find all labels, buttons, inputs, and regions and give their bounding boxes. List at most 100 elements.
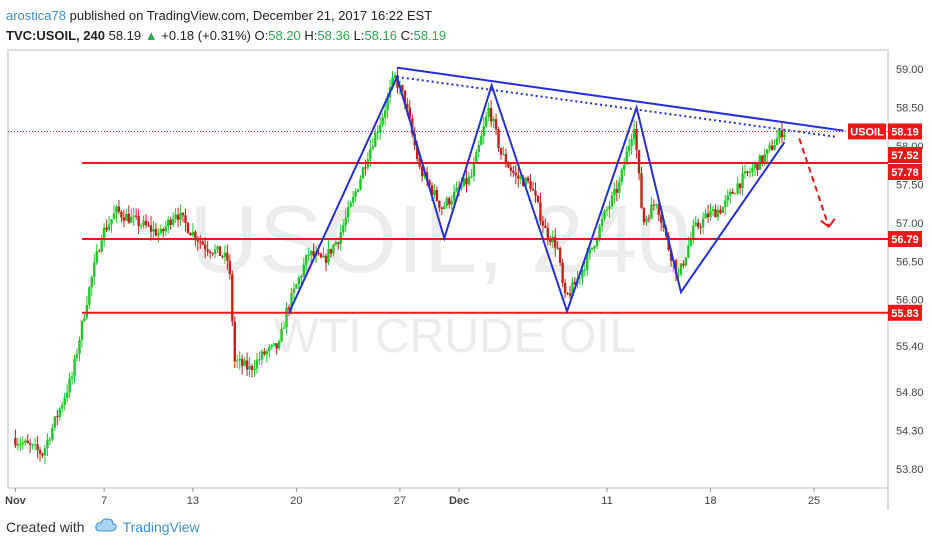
author-link[interactable]: arostica78 <box>6 8 66 23</box>
candle-body <box>107 224 111 230</box>
candle-body <box>773 145 776 150</box>
candle-body <box>529 181 532 189</box>
candle-body <box>455 187 458 192</box>
candle-body <box>240 359 244 366</box>
candle-body <box>770 145 774 150</box>
candle-body <box>327 249 330 263</box>
candle-body <box>334 242 338 246</box>
candle-body <box>709 211 712 218</box>
candle-body <box>467 176 471 185</box>
candle-body <box>95 251 98 263</box>
x-tick-label: 20 <box>290 495 302 507</box>
candle-body <box>729 191 732 196</box>
candle-body <box>110 219 113 225</box>
candle-body <box>332 245 335 254</box>
candle-body <box>539 201 542 221</box>
candle-body <box>374 132 377 147</box>
candle-body <box>56 416 59 418</box>
candle-body <box>677 274 680 276</box>
candle-body <box>433 190 436 196</box>
candle-body <box>174 214 177 219</box>
candle-body <box>780 130 784 138</box>
symbol-name: TVC:USOIL, 240 <box>6 28 105 43</box>
candle-body <box>470 176 473 178</box>
low-value: 58.16 <box>364 28 397 43</box>
candle-body <box>371 146 375 149</box>
candle-body <box>268 347 271 352</box>
high-label: H: <box>304 28 318 43</box>
candle-body <box>541 220 545 226</box>
y-tick-label: 56.00 <box>896 295 924 307</box>
candle-body <box>534 190 537 196</box>
symbol-price-tag <box>848 123 886 140</box>
candle-body <box>531 188 535 191</box>
candle-body <box>169 219 172 225</box>
candle-body <box>465 178 468 185</box>
candle-body <box>492 119 495 122</box>
candle-body <box>159 228 163 234</box>
y-tick-label: 58.50 <box>896 103 924 115</box>
y-tick-label: 57.00 <box>896 218 924 230</box>
candle-body <box>361 167 365 179</box>
chart-header: arostica78 published on TradingView.com,… <box>6 6 446 46</box>
price-label-tag <box>888 123 922 140</box>
candle-body <box>337 242 340 244</box>
published-text: published on TradingView.com, December 2… <box>69 8 433 23</box>
candle-body <box>603 210 606 219</box>
candle-body <box>115 206 118 214</box>
candle-body <box>307 254 310 256</box>
candle-body <box>477 145 481 153</box>
candle-body <box>610 195 614 207</box>
candle-body <box>21 442 24 444</box>
candle-body <box>645 218 648 223</box>
candle-body <box>756 163 759 170</box>
tradingview-link[interactable]: TradingView <box>122 518 200 535</box>
candle-body <box>263 351 266 355</box>
candle-body <box>117 206 121 212</box>
candle-body <box>46 439 49 448</box>
candle-body <box>36 444 39 450</box>
created-with-text: Created with <box>6 518 85 535</box>
candle-body <box>719 209 722 214</box>
candle-body <box>662 222 665 228</box>
candle-body <box>652 204 656 206</box>
candle-body <box>618 181 621 193</box>
candle-body <box>238 359 241 361</box>
candle-body <box>595 239 599 246</box>
candle-body <box>401 85 404 91</box>
candle-body <box>51 427 54 440</box>
candle-body <box>275 343 278 349</box>
candle-body <box>90 276 94 288</box>
candle-body <box>526 177 530 182</box>
candle-body <box>736 183 739 194</box>
candle-body <box>684 257 688 266</box>
candle-body <box>93 262 96 277</box>
candle-body <box>342 225 345 233</box>
candle-body <box>295 284 298 289</box>
candle-body <box>766 149 769 155</box>
candle-body <box>184 215 187 223</box>
candle-body <box>761 155 764 163</box>
candle-body <box>351 197 355 203</box>
candle-body <box>78 340 81 355</box>
price-label-tag <box>888 304 922 321</box>
candle-body <box>216 246 219 250</box>
candle-body <box>482 126 485 137</box>
candle-body <box>583 269 587 271</box>
candle-body <box>554 236 557 248</box>
candle-body <box>699 226 702 228</box>
candle-body <box>393 75 397 78</box>
candle-body <box>75 354 79 359</box>
candle-body <box>194 231 197 241</box>
candle-body <box>507 163 510 168</box>
candle-body <box>324 255 328 263</box>
publish-line: arostica78 published on TradingView.com,… <box>6 6 446 26</box>
candle-body <box>637 150 641 174</box>
candle-body <box>208 251 212 254</box>
candle-body <box>179 212 182 220</box>
candle-body <box>701 218 705 228</box>
x-tick-label: 27 <box>394 495 406 507</box>
candle-body <box>472 163 476 177</box>
candle-body <box>305 255 308 265</box>
